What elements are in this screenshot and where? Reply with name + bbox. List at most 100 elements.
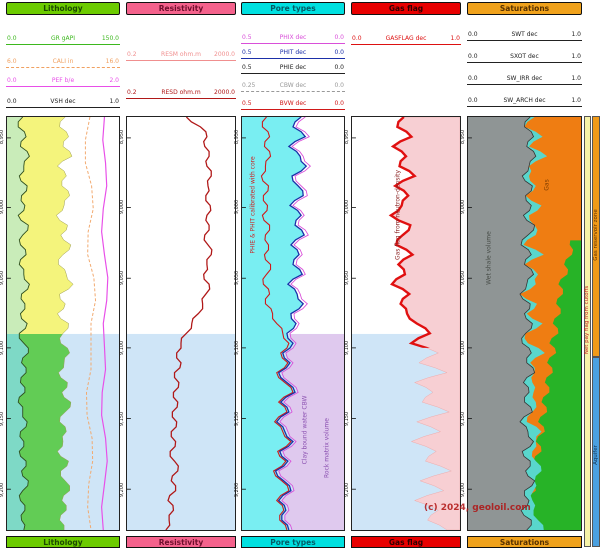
- depth-label: 9,200: [119, 482, 125, 497]
- scale-max: 1.0: [571, 31, 581, 38]
- depth-label: 9,150: [0, 411, 5, 427]
- gas-flag-note: Gas flag from neutron-density: [394, 169, 402, 261]
- scale-max: 2.0: [109, 77, 119, 84]
- scale-label: SWT dec: [511, 31, 538, 38]
- scale-label: SXOT dec: [510, 53, 539, 60]
- scale-min: 0.2: [127, 89, 137, 96]
- scale-min: 0.0: [7, 98, 17, 105]
- depth-label: 9,150: [344, 411, 350, 427]
- track-footer-resistivity: Resistivity: [126, 536, 236, 548]
- depth-label: 9,100: [460, 341, 466, 356]
- pore-calibration-note: PHIE & PHIT calibrated with core: [249, 156, 257, 254]
- scale-min: 0.2: [127, 51, 137, 58]
- scale-max: 1.0: [571, 75, 581, 82]
- scale-label: PHIX dec: [279, 34, 307, 41]
- scale-label: BVW dec: [279, 100, 307, 107]
- depth-label: 9,000: [119, 200, 125, 215]
- track-footer-gas-flag: Gas flag: [351, 536, 461, 548]
- depth-label: 9,100: [119, 341, 125, 356]
- track-header-lithology: Lithology: [6, 2, 120, 15]
- scale-row-saturations-3: 0.0 SW_ARCH dec 1.0: [467, 96, 582, 107]
- scale-min: 0.5: [242, 49, 252, 56]
- track-curves-saturations: [468, 117, 581, 530]
- depth-label: 9,050: [460, 270, 466, 286]
- scale-min: 0.0: [468, 53, 478, 60]
- depth-label: 9,000: [234, 200, 240, 215]
- depth-label: 8,950: [119, 129, 125, 144]
- depth-label: 9,200: [344, 482, 350, 497]
- track-plot-gas-flag: [351, 116, 461, 531]
- net-pay-strip: [584, 116, 591, 547]
- scale-max: 2000.0: [214, 51, 235, 58]
- depth-label: 9,050: [344, 270, 350, 286]
- scale-min: 0.0: [7, 77, 17, 84]
- scale-max: 1.0: [571, 97, 581, 104]
- depth-label: 9,050: [0, 270, 5, 286]
- depth-label: 9,000: [460, 200, 466, 215]
- depth-label: 9,150: [119, 411, 125, 427]
- scale-max: 1.0: [109, 98, 119, 105]
- scale-min: 6.0: [7, 58, 17, 65]
- depth-label: 8,950: [234, 129, 240, 144]
- scale-max: 0.0: [334, 82, 344, 89]
- scale-min: 0.0: [468, 31, 478, 38]
- track-header-saturations: Saturations: [467, 2, 582, 15]
- scale-max: 0.0: [334, 100, 344, 107]
- depth-label: 9,150: [234, 411, 240, 427]
- cbw-note: Clay bound water CBW: [301, 395, 309, 465]
- scale-label: PHIE dec: [279, 64, 307, 71]
- track-footer-pore-types: Pore types: [241, 536, 345, 548]
- scale-max: 150.0: [101, 35, 119, 42]
- scale-min: 0.5: [242, 64, 252, 71]
- scale-min: 0.0: [468, 97, 478, 104]
- scale-row-saturations-2: 0.0 SW_IRR dec 1.0: [467, 74, 582, 85]
- scale-row-lithology-3: 0.0 VSH dec 1.0: [6, 97, 120, 108]
- depth-label: 9,200: [460, 482, 466, 497]
- scale-min: 0.25: [242, 82, 256, 89]
- scale-max: 0.0: [334, 49, 344, 56]
- scale-min: 0.0: [468, 75, 478, 82]
- depth-label: 9,050: [234, 270, 240, 286]
- track-header-gas-flag: Gas flag: [351, 2, 461, 15]
- depth-label: 9,150: [460, 411, 466, 427]
- scale-row-lithology-1: 6.0 CALI in 16.0: [6, 57, 120, 68]
- scale-row-lithology-2: 0.0 PEF b/e 2.0: [6, 76, 120, 87]
- track-curves-resistivity: [127, 117, 235, 530]
- depth-label: 8,950: [460, 129, 466, 144]
- depth-label: 8,950: [0, 129, 5, 144]
- track-plot-resistivity: [126, 116, 236, 531]
- track-header-pore-types: Pore types: [241, 2, 345, 15]
- depth-label: 9,050: [119, 270, 125, 286]
- scale-row-gas-flag-0: 0.0 GASFLAG dec 1.0: [351, 34, 461, 45]
- scale-min: 0.5: [242, 100, 252, 107]
- scale-label: SW_IRR dec: [506, 75, 543, 82]
- depth-label: 9,100: [344, 341, 350, 356]
- scale-max: 0.0: [334, 34, 344, 41]
- scale-min: 0.5: [242, 34, 252, 41]
- scale-label: SW_ARCH dec: [503, 97, 546, 104]
- reservoir-strip-label: Gas reservoir zone: [593, 209, 599, 261]
- scale-row-saturations-0: 0.0 SWT dec 1.0: [467, 30, 582, 41]
- scale-row-pore-types-3: 0.25 CBW dec 0.0: [241, 81, 345, 92]
- watermark: (c) 2024, geoloil.com: [424, 503, 531, 513]
- depth-label: 9,100: [0, 341, 5, 356]
- scale-max: 1.0: [450, 35, 460, 42]
- aquifer-strip-label: Aquifer: [593, 445, 599, 465]
- scale-label: VSH dec: [50, 98, 76, 105]
- scale-label: GR gAPI: [50, 35, 76, 42]
- scale-max: 1.0: [571, 53, 581, 60]
- track-curves-gas-flag: [352, 117, 460, 530]
- scale-row-resistivity-1: 0.2 RESD ohm.m 2000.0: [126, 88, 236, 99]
- track-header-resistivity: Resistivity: [126, 2, 236, 15]
- scale-max: 0.0: [334, 64, 344, 71]
- scale-label: CALI in: [52, 58, 74, 65]
- scale-row-pore-types-2: 0.5 PHIE dec 0.0: [241, 63, 345, 74]
- scale-label: PHIT dec: [279, 49, 307, 56]
- track-curves-pore-types: [242, 117, 344, 530]
- depth-label: 8,950: [344, 129, 350, 144]
- scale-row-resistivity-0: 0.2 RESM ohm.m 2000.0: [126, 50, 236, 61]
- scale-label: RESD ohm.m: [161, 89, 201, 96]
- pay-flag-label: Net pay flag from cutoffs: [584, 285, 590, 355]
- scale-label: GASFLAG dec: [385, 35, 427, 42]
